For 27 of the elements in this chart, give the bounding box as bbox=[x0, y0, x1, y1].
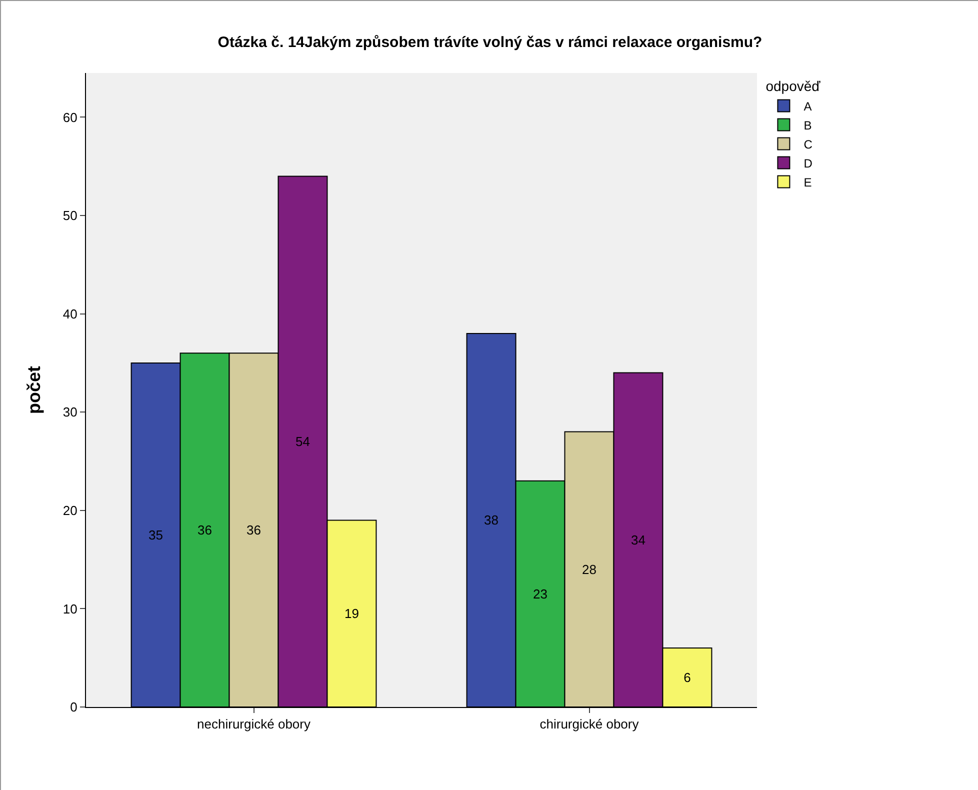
legend-label: C bbox=[804, 137, 813, 152]
data-label: 38 bbox=[484, 512, 499, 528]
y-tick-label: 30 bbox=[62, 404, 78, 420]
legend-label: A bbox=[804, 99, 812, 114]
legend-title: odpověď bbox=[766, 78, 821, 94]
data-label: 28 bbox=[582, 562, 596, 577]
legend-label: B bbox=[804, 118, 812, 132]
data-label: 36 bbox=[198, 522, 212, 538]
data-label: 34 bbox=[630, 532, 646, 548]
y-tick-label: 60 bbox=[62, 110, 78, 125]
x-tick-label: nechirurgické obory bbox=[197, 716, 311, 732]
legend-label: D bbox=[804, 156, 813, 170]
legend-label: E bbox=[804, 175, 812, 190]
data-label: 36 bbox=[246, 522, 261, 538]
chart-title: Otázka č. 14Jakým způsobem trávíte volný čas v rámci relaxace organismu? bbox=[218, 34, 762, 52]
data-label: 19 bbox=[344, 606, 359, 622]
y-tick-label: 10 bbox=[62, 601, 78, 616]
y-tick-label: 40 bbox=[62, 306, 78, 322]
data-label: 23 bbox=[533, 586, 548, 602]
data-label: 54 bbox=[295, 434, 310, 450]
y-tick-label: 50 bbox=[62, 208, 78, 224]
data-label: 6 bbox=[684, 670, 691, 686]
y-tick-label: 20 bbox=[62, 502, 78, 518]
x-tick-label: chirurgické obory bbox=[540, 716, 640, 732]
y-tick-label: 0 bbox=[70, 700, 78, 715]
data-label: 35 bbox=[148, 527, 164, 542]
y-axis-title: počet bbox=[24, 366, 44, 414]
